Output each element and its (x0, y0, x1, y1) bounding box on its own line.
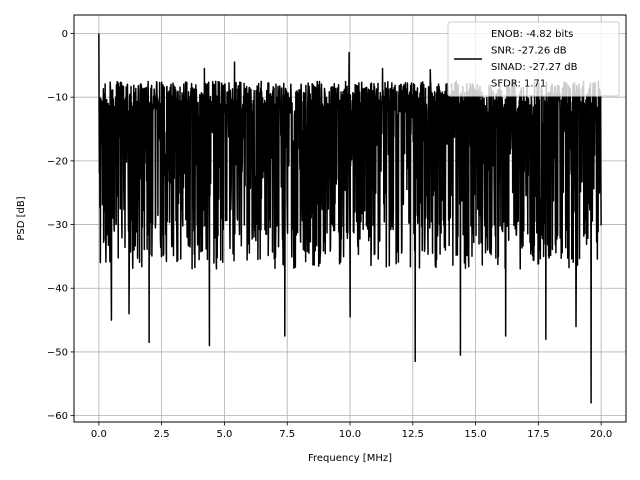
x-axis-ticks: 0.0 2.5 5.0 7.5 10.0 12.5 15.0 17.5 20.0 (91, 422, 612, 440)
legend: ENOB: -4.82 bits SNR: -27.26 dB SINAD: -… (447, 21, 620, 97)
legend-entry-sinad: SINAD: -27.27 dB (491, 62, 578, 73)
plot-area (98, 33, 602, 404)
y-tick-label: −60 (47, 411, 68, 422)
y-tick-label: −30 (47, 220, 68, 231)
x-tick-label: 0.0 (91, 429, 107, 440)
x-tick-label: 15.0 (464, 429, 486, 440)
x-tick-label: 20.0 (590, 429, 612, 440)
legend-entry-snr: SNR: -27.26 dB (491, 46, 567, 57)
y-axis-ticks: 0 −10 −20 −30 −40 −50 −60 (47, 29, 74, 422)
legend-entry-sfdr: SFDR: 1.71 (491, 79, 546, 90)
y-tick-label: −10 (47, 93, 68, 104)
y-tick-label: −20 (47, 156, 68, 167)
x-tick-label: 7.5 (279, 429, 295, 440)
psd-series-line (98, 33, 602, 404)
y-tick-label: −40 (47, 284, 68, 295)
y-tick-label: −50 (47, 347, 68, 358)
x-tick-label: 17.5 (527, 429, 549, 440)
x-axis-label: Frequency [MHz] (308, 453, 392, 464)
x-tick-label: 5.0 (216, 429, 232, 440)
legend-entry-enob: ENOB: -4.82 bits (491, 29, 573, 40)
x-tick-label: 2.5 (154, 429, 170, 440)
legend-box (447, 21, 620, 97)
y-tick-label: 0 (62, 29, 68, 40)
y-axis-label: PSD [dB] (16, 196, 27, 240)
x-tick-label: 10.0 (339, 429, 361, 440)
x-tick-label: 12.5 (402, 429, 424, 440)
